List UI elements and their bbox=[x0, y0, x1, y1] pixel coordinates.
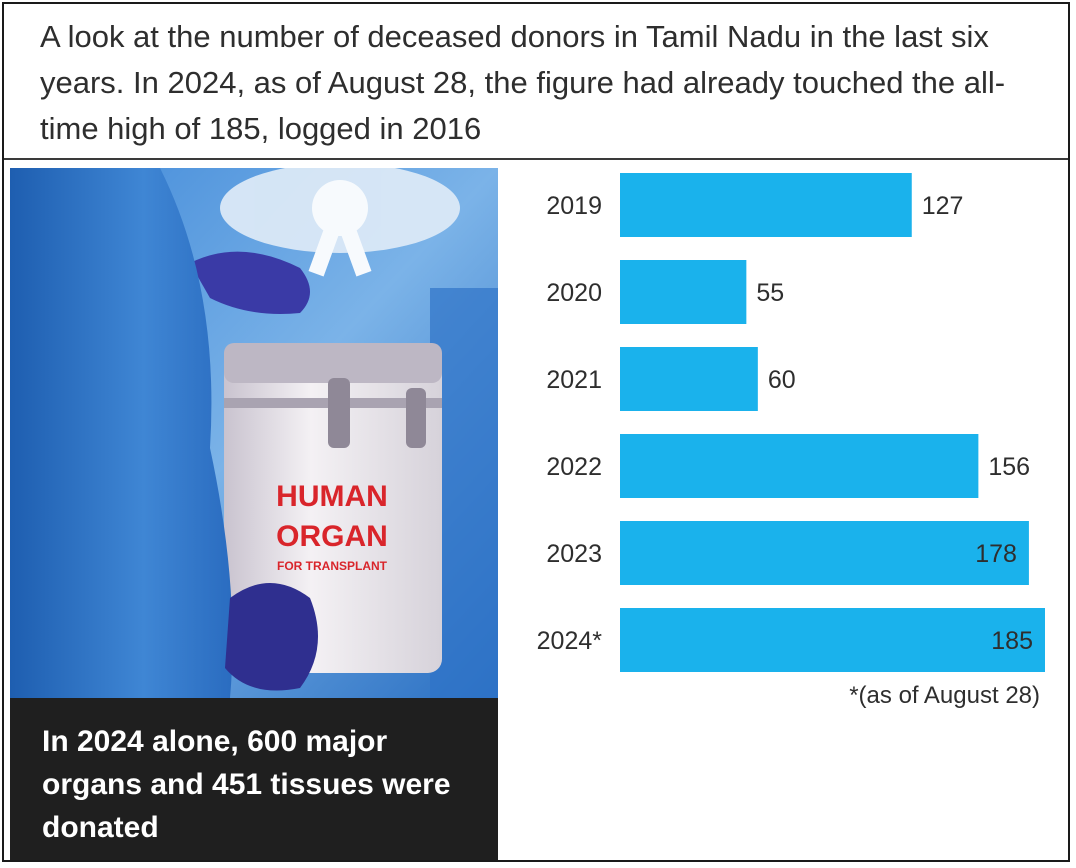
bar bbox=[620, 347, 758, 411]
svg-text:FOR TRANSPLANT: FOR TRANSPLANT bbox=[277, 559, 388, 573]
surgical-lamp bbox=[220, 168, 460, 277]
value-label: 55 bbox=[756, 279, 784, 307]
deceased-donors-bar-chart: 2019 127 2020 55 2021 60 2022 156 2023 178 2024* 18… bbox=[537, 173, 1045, 672]
category-label: 2019 bbox=[546, 192, 602, 220]
bar bbox=[620, 173, 912, 237]
organ-transport-photo: HUMAN ORGAN FOR TRANSPLANT bbox=[10, 168, 498, 698]
category-label: 2024* bbox=[537, 627, 603, 655]
headline: A look at the number of deceased donors … bbox=[40, 19, 1006, 146]
footnote: *(as of August 28) bbox=[849, 682, 1040, 709]
value-label: 156 bbox=[988, 453, 1030, 481]
value-label: 178 bbox=[975, 540, 1017, 568]
category-label: 2020 bbox=[546, 279, 602, 307]
svg-text:ORGAN: ORGAN bbox=[276, 520, 388, 553]
bar bbox=[620, 434, 979, 498]
bar bbox=[620, 608, 1045, 672]
svg-text:HUMAN: HUMAN bbox=[276, 480, 388, 513]
caption-box: In 2024 alone, 600 major organs and 451 … bbox=[10, 698, 498, 860]
value-label: 127 bbox=[922, 192, 964, 220]
value-label: 60 bbox=[768, 366, 796, 394]
value-label: 185 bbox=[991, 627, 1033, 655]
caption-text: In 2024 alone, 600 major organs and 451 … bbox=[42, 725, 451, 844]
category-label: 2023 bbox=[546, 540, 602, 568]
bar bbox=[620, 521, 1029, 585]
bar bbox=[620, 260, 747, 324]
divider-line bbox=[4, 158, 1068, 160]
category-label: 2022 bbox=[546, 453, 602, 481]
category-label: 2021 bbox=[546, 366, 602, 394]
